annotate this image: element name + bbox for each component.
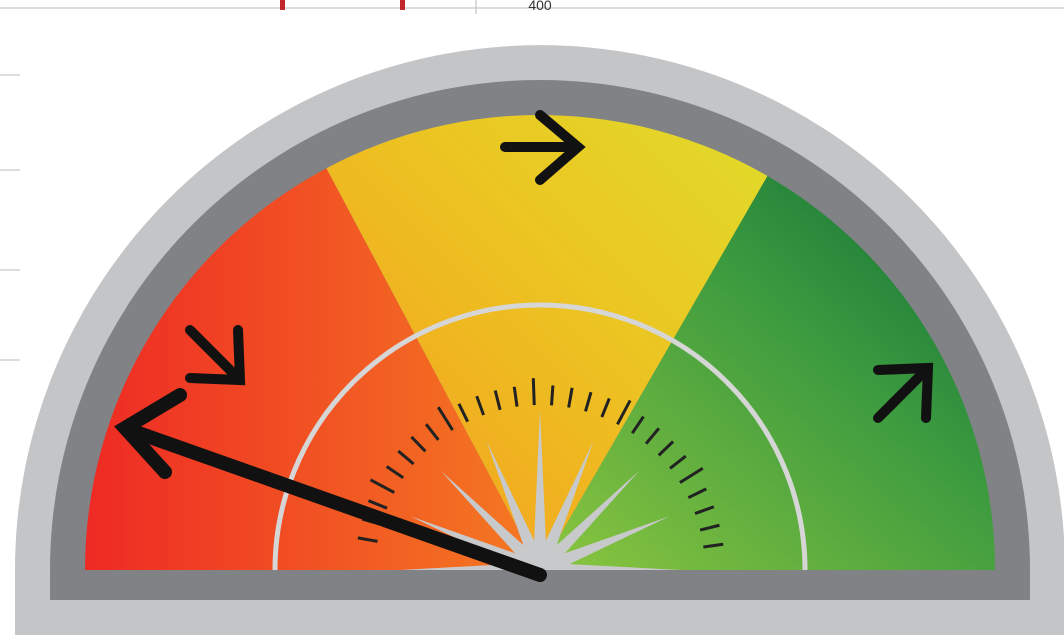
dial-tick (531, 378, 536, 406)
inner-arc (272, 302, 808, 571)
dial-tick (631, 415, 645, 435)
needle-hub (400, 410, 680, 570)
dial-tick (694, 505, 715, 515)
dial-tick (687, 487, 707, 500)
dial-tick (424, 423, 440, 441)
dial-tick (567, 387, 574, 408)
dial-tick (679, 466, 704, 484)
dial-tick (357, 536, 378, 543)
sheet-bar (280, 0, 285, 10)
dial-tick (475, 395, 485, 416)
trend-arrows (185, 110, 934, 423)
dial-ticks (357, 378, 724, 549)
zone-red (85, 168, 540, 570)
zone-green (540, 176, 995, 570)
dial-tick (512, 386, 519, 407)
dial-tick (369, 478, 396, 494)
dial-tick (457, 403, 470, 423)
sheet-bar (400, 0, 405, 10)
dial-tick (584, 391, 593, 412)
dial-tick (550, 385, 555, 406)
background-sheet (0, 0, 1064, 361)
dial-tick (657, 440, 675, 457)
needle (114, 388, 547, 582)
dial-tick (367, 499, 388, 510)
dial-tick (669, 454, 687, 470)
dial-tick (600, 397, 611, 418)
dial-tick (616, 399, 632, 426)
dial-tick (699, 523, 720, 532)
dial-tick (493, 390, 502, 411)
dial-tick (410, 435, 427, 453)
dial-tick (436, 406, 454, 431)
axis-label: 400 (528, 0, 552, 13)
dial-tick (385, 465, 405, 479)
dial-tick (397, 449, 415, 466)
dial-tick (703, 542, 724, 549)
zone-yellow (326, 114, 768, 571)
dial-tick (644, 427, 661, 445)
